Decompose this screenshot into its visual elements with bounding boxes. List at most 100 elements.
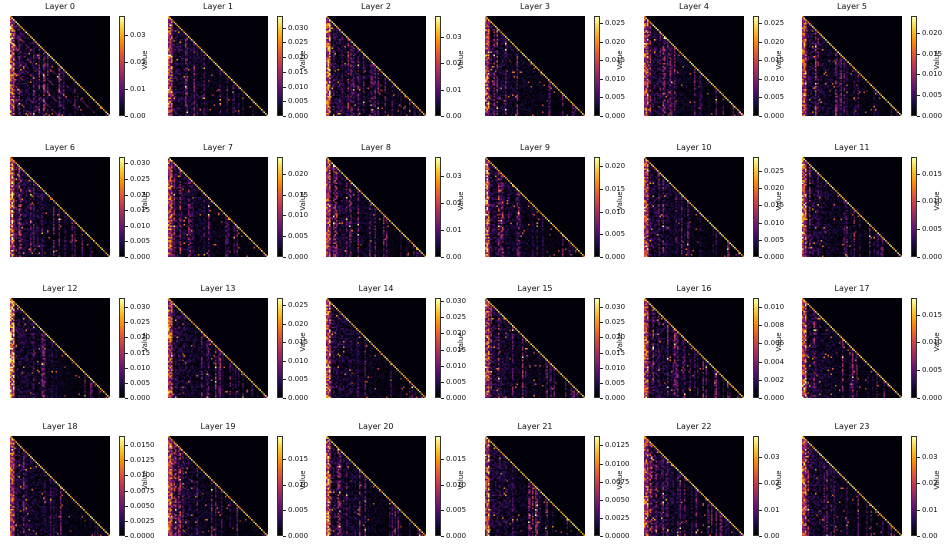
colorbar-tick-label: 0.0075 — [130, 486, 155, 495]
colorbar-tick-label: 0.006 — [764, 339, 785, 348]
colorbar — [277, 16, 283, 116]
colorbar-tick-label: 0.030 — [130, 159, 151, 168]
colorbar-tick — [600, 322, 603, 324]
colorbar-tick — [759, 188, 762, 190]
heatmap-panel: Layer 18 0.0000 0.0025 0.0050 0.0075 0.0100 0.… — [6, 420, 164, 555]
colorbar-tick — [917, 314, 920, 316]
attention-heatmap — [644, 436, 744, 536]
colorbar-tick — [283, 459, 286, 461]
colorbar-label: Value — [141, 470, 149, 490]
colorbar-tick — [759, 457, 762, 459]
colorbar-tick-label: 0.000 — [922, 253, 943, 261]
colorbar-tick — [441, 333, 444, 335]
panel-title: Layer 8 — [361, 143, 391, 152]
panel-title: Layer 20 — [358, 422, 394, 431]
colorbar-tick — [759, 257, 762, 258]
colorbar-tick — [283, 305, 286, 307]
colorbar-tick — [759, 23, 762, 25]
colorbar-tick — [600, 307, 603, 309]
colorbar-label: Value — [141, 50, 149, 70]
colorbar-tick-label: 0.005 — [446, 377, 467, 386]
colorbar-tick — [125, 367, 128, 369]
colorbar-tick-label: 0.020 — [605, 162, 626, 171]
heatmap-panel: Layer 21 0.0000 0.0025 0.0050 0.0075 0.0100 0.… — [481, 420, 639, 555]
colorbar-tick-label: 0.0000 — [605, 532, 630, 540]
colorbar-tick-label: 0.00 — [764, 532, 780, 540]
attention-heatmap — [485, 436, 585, 536]
attention-heatmap — [326, 16, 426, 116]
colorbar-tick — [600, 41, 603, 43]
colorbar-tick-label: 0.02 — [446, 198, 462, 207]
colorbar-tick-label: 0.01 — [446, 85, 462, 94]
colorbar-tick — [759, 509, 762, 511]
colorbar-tick — [125, 163, 128, 165]
colorbar — [911, 298, 917, 398]
panel-title: Layer 18 — [42, 422, 78, 431]
colorbar-tick — [283, 342, 286, 344]
colorbar-tick-label: 0.00 — [130, 112, 146, 120]
colorbar-tick-label: 0.010 — [764, 303, 785, 312]
colorbar-tick-label: 0.010 — [288, 480, 309, 489]
colorbar-tick-label: 0.015 — [605, 348, 626, 357]
colorbar-tick — [759, 205, 762, 207]
colorbar-tick-label: 0.000 — [764, 112, 785, 120]
colorbar-tick-label: 0.010 — [288, 211, 309, 220]
colorbar-tick-label: 0.02 — [446, 59, 462, 68]
colorbar-tick — [600, 499, 603, 501]
colorbar — [435, 16, 441, 116]
colorbar-tick-label: 0.005 — [922, 91, 943, 100]
colorbar-tick-label: 0.015 — [605, 184, 626, 193]
attention-heatmap — [168, 436, 268, 536]
colorbar-tick — [283, 484, 286, 486]
colorbar-tick — [125, 536, 128, 537]
colorbar-tick — [600, 257, 603, 258]
colorbar-tick-label: 0.0025 — [605, 513, 630, 522]
colorbar-tick-label: 0.000 — [288, 394, 309, 402]
heatmap-grid: Layer 0 0.00 0.01 0.02 0.03 Value Layer 1 0.000… — [6, 0, 943, 540]
colorbar-tick-label: 0.0000 — [130, 532, 155, 540]
colorbar-tick-label: 0.010 — [764, 74, 785, 83]
attention-heatmap — [326, 157, 426, 257]
colorbar-tick — [125, 475, 128, 477]
colorbar-tick-label: 0.015 — [922, 49, 943, 58]
heatmap-panel: Layer 3 0.000 0.005 0.010 0.015 0.020 0.025 Val… — [481, 0, 639, 135]
colorbar-tick-label: 0.010 — [764, 218, 785, 227]
colorbar-tick — [441, 536, 444, 537]
colorbar-label: Value — [933, 470, 941, 490]
panel-title: Layer 0 — [45, 2, 75, 11]
colorbar-tick — [441, 89, 444, 91]
colorbar — [594, 436, 600, 536]
heatmap-panel: Layer 2 0.00 0.01 0.02 0.03 Value — [322, 0, 480, 135]
colorbar-tick-label: 0.015 — [764, 201, 785, 210]
colorbar-tick — [283, 323, 286, 325]
colorbar-tick — [600, 337, 603, 339]
colorbar-tick — [441, 365, 444, 367]
colorbar-tick-label: 0.008 — [764, 321, 785, 330]
colorbar-tick — [917, 53, 920, 55]
colorbar-label: Value — [616, 332, 624, 352]
colorbar-label: Value — [457, 50, 465, 70]
colorbar-tick-label: 0.000 — [130, 394, 151, 402]
colorbar — [594, 157, 600, 257]
colorbar-tick-label: 0.03 — [922, 453, 938, 462]
colorbar-tick-label: 0.025 — [605, 318, 626, 327]
colorbar-tick — [917, 509, 920, 511]
colorbar-tick-label: 0.02 — [922, 479, 938, 488]
colorbar-tick-label: 0.0025 — [130, 516, 155, 525]
heatmap-panel: Layer 12 0.000 0.005 0.010 0.015 0.020 0.025 0.… — [6, 282, 164, 417]
colorbar — [911, 157, 917, 257]
attention-heatmap — [168, 16, 268, 116]
colorbar-tick — [441, 257, 444, 258]
colorbar-tick — [283, 27, 286, 29]
attention-heatmap — [485, 298, 585, 398]
colorbar-tick-label: 0.000 — [922, 394, 943, 402]
panel-title: Layer 13 — [200, 284, 236, 293]
colorbar-tick — [125, 460, 128, 462]
colorbar-tick — [441, 459, 444, 461]
colorbar-label: Value — [933, 332, 941, 352]
colorbar-label: Value — [457, 191, 465, 211]
colorbar-tick-label: 0.010 — [288, 356, 309, 365]
colorbar — [753, 157, 759, 257]
panel-title: Layer 11 — [834, 143, 870, 152]
colorbar-tick — [600, 188, 603, 190]
